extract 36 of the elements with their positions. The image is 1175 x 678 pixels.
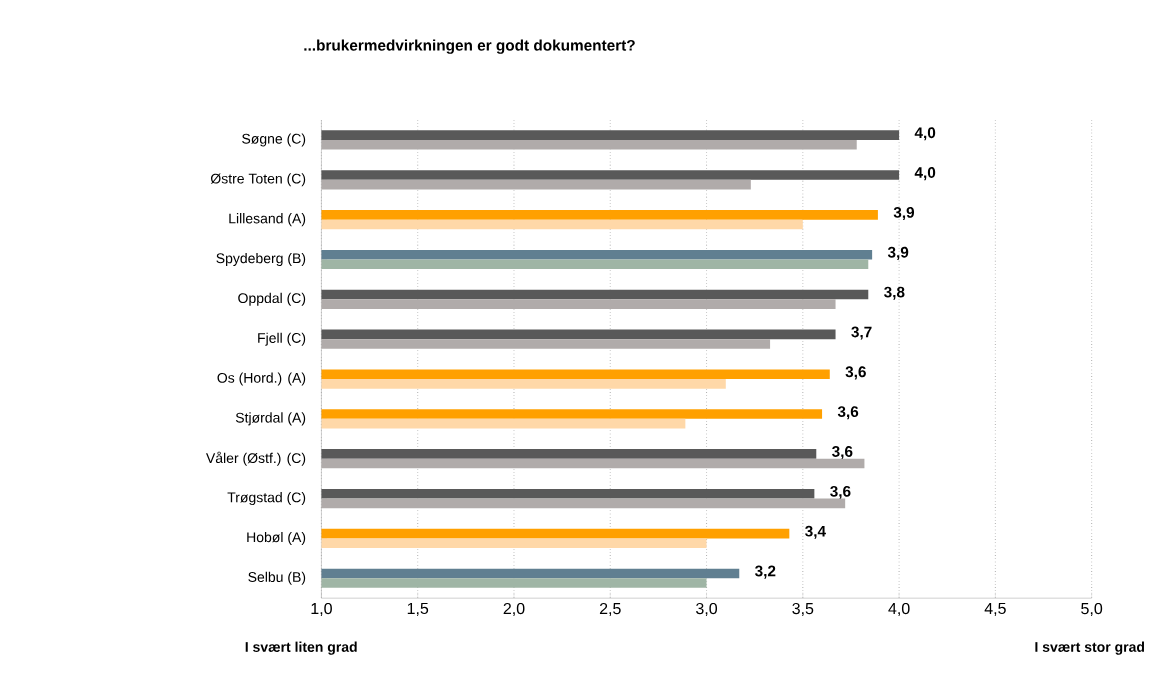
data-label: 3,2: [755, 565, 776, 579]
y-tick-label: Østre Toten (C): [210, 173, 306, 187]
x-tick-label: 2,5: [599, 603, 621, 617]
x-tick-label: 1,0: [311, 603, 332, 617]
data-label: 3,6: [845, 366, 866, 380]
data-label: 3,6: [837, 406, 859, 420]
data-label: 3,7: [851, 326, 872, 340]
x-tick-label: 2,0: [503, 603, 525, 617]
y-tick-label: Lillesand (A): [229, 213, 306, 227]
x-tick-label: 4,0: [888, 603, 910, 617]
data-label: 4,0: [914, 127, 936, 141]
data-label: 3,4: [805, 525, 826, 540]
data-label: 3,9: [893, 207, 915, 221]
y-tick-label: Selbu (B): [248, 571, 306, 586]
y-tick-label: Søgne (C): [242, 133, 306, 147]
y-tick-label: Oppdal (C): [238, 293, 306, 307]
y-tick-label: Fjell (C): [258, 332, 306, 346]
y-tick-label: Hobøl (A): [247, 532, 306, 546]
data-label: 3,8: [884, 286, 905, 300]
data-label: 3,6: [830, 486, 851, 500]
y-tick-label: Os (Hord.) (A): [217, 372, 306, 386]
y-tick-label: Våler (Østf.) (C): [206, 451, 306, 467]
data-label: 4,0: [914, 167, 936, 181]
chart-title: ...brukermedvirkningen er godt dokumentert?: [304, 39, 635, 55]
x-tick-label: 3,0: [696, 603, 718, 617]
y-tick-label: Spydeberg (B): [216, 253, 306, 267]
text: I svært stor grad: [1035, 641, 1145, 655]
x-tick-label: 1,5: [407, 603, 429, 617]
data-label: 3,9: [887, 247, 909, 261]
x-tick-label: 4,5: [984, 603, 1006, 617]
x-tick-label: 3,5: [792, 603, 814, 617]
y-tick-label: Stjørdal (A): [235, 412, 306, 426]
data-label: 3,6: [832, 446, 853, 460]
y-tick-label: Trøgstad (C): [227, 492, 306, 506]
x-tick-label: 5,0: [1081, 603, 1103, 617]
text: I svært liten grad: [245, 641, 357, 655]
